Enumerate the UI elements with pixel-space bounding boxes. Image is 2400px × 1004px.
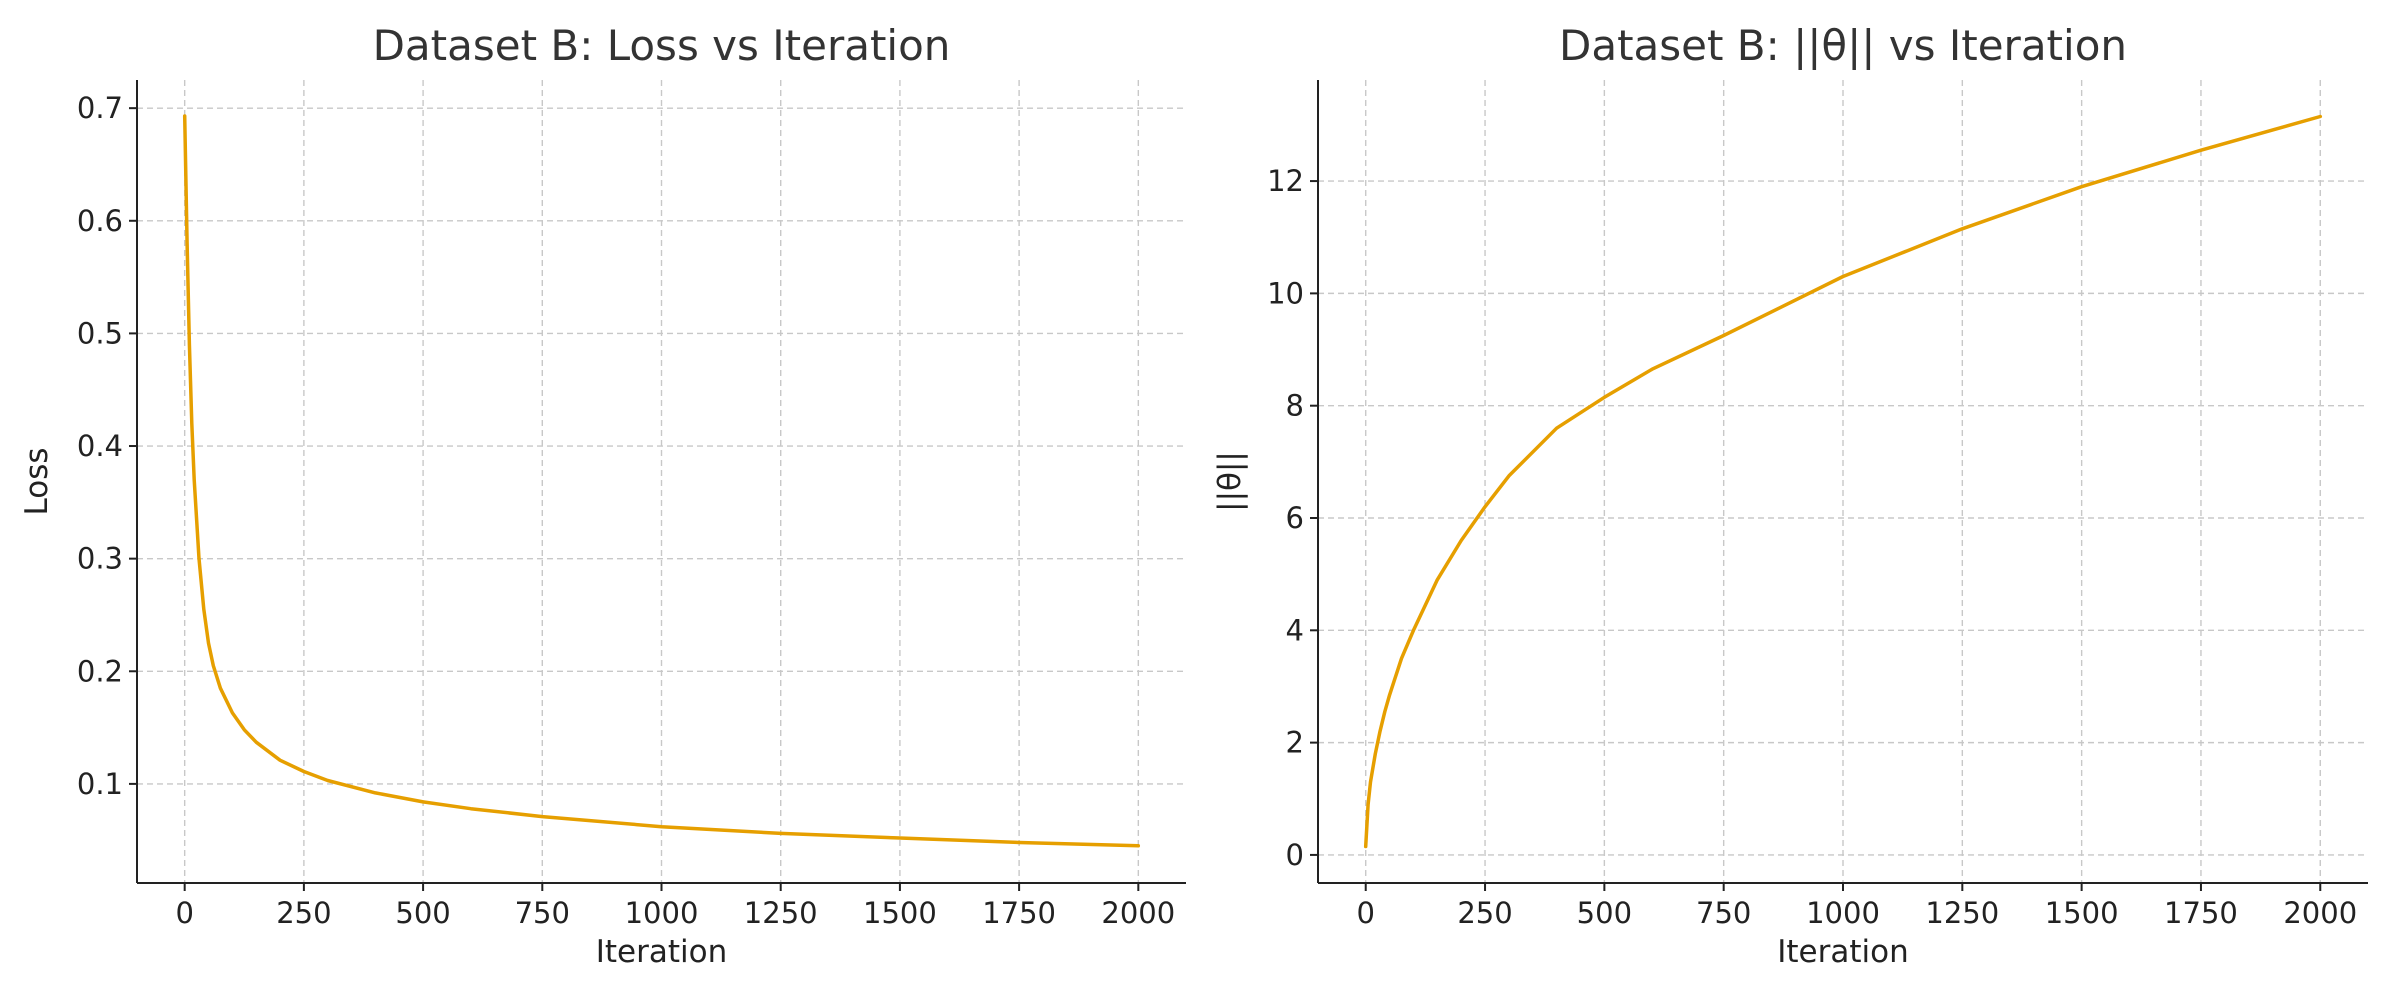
x-tick-label: 250 [276, 896, 331, 930]
y-tick-label: 0.1 [77, 767, 123, 801]
y-tick-label: 0.7 [77, 91, 123, 125]
x-tick-label: 750 [515, 896, 570, 930]
y-tick-label: 0.6 [77, 204, 123, 238]
x-tick-label: 250 [1457, 896, 1512, 930]
x-tick-label: 1750 [2164, 896, 2238, 930]
chart-panel-2: 0 250 500 750 1000 1250 1500 1750 2000 0 2 4 6 8 10 12 D… [1212, 21, 2368, 970]
x-tick-label: 1250 [744, 896, 818, 930]
x-tick-label: 1500 [2045, 896, 2119, 930]
x-tick-label: 1500 [863, 896, 937, 930]
y-tick-label: 4 [1286, 613, 1304, 647]
x-axis-label: Iteration [596, 934, 728, 970]
series-line-1 [1363, 114, 2323, 849]
chart-title: Dataset B: ||θ|| vs Iteration [1559, 21, 2127, 70]
y-tick-label: 8 [1286, 389, 1304, 423]
y-tick-label: 6 [1286, 501, 1304, 535]
x-tick-label: 500 [1577, 896, 1632, 930]
x-tick-label: 0 [1357, 896, 1375, 930]
chart-panel-1: 0 250 500 750 1000 1250 1500 1750 2000 0.1 0.2 0.3 0… [19, 21, 1186, 970]
x-tick-label: 1750 [982, 896, 1056, 930]
y-tick-label: 0 [1286, 838, 1304, 872]
y-tick-label: 0.3 [77, 542, 123, 576]
x-tick-label: 500 [395, 896, 450, 930]
x-tick-label: 2000 [1101, 896, 1175, 930]
x-axis-label: Iteration [1777, 934, 1909, 970]
x-tick-label: 0 [175, 896, 193, 930]
y-tick-label: 12 [1267, 164, 1304, 198]
y-tick-label: 0.4 [77, 429, 123, 463]
x-tick-label: 1000 [625, 896, 699, 930]
chart-title: Dataset B: Loss vs Iteration [373, 21, 951, 70]
series-line-1 [182, 114, 1141, 848]
x-tick-label: 2000 [2283, 896, 2357, 930]
y-tick-label: 2 [1286, 726, 1304, 760]
x-tick-label: 1000 [1806, 896, 1880, 930]
y-tick-label: 0.5 [77, 316, 123, 350]
y-tick-label: 10 [1267, 276, 1304, 310]
x-tick-label: 750 [1696, 896, 1751, 930]
x-tick-label: 1250 [1925, 896, 1999, 930]
y-axis-label: Loss [19, 448, 55, 516]
y-axis-label: ||θ|| [1212, 451, 1248, 512]
y-tick-label: 0.2 [77, 654, 123, 688]
